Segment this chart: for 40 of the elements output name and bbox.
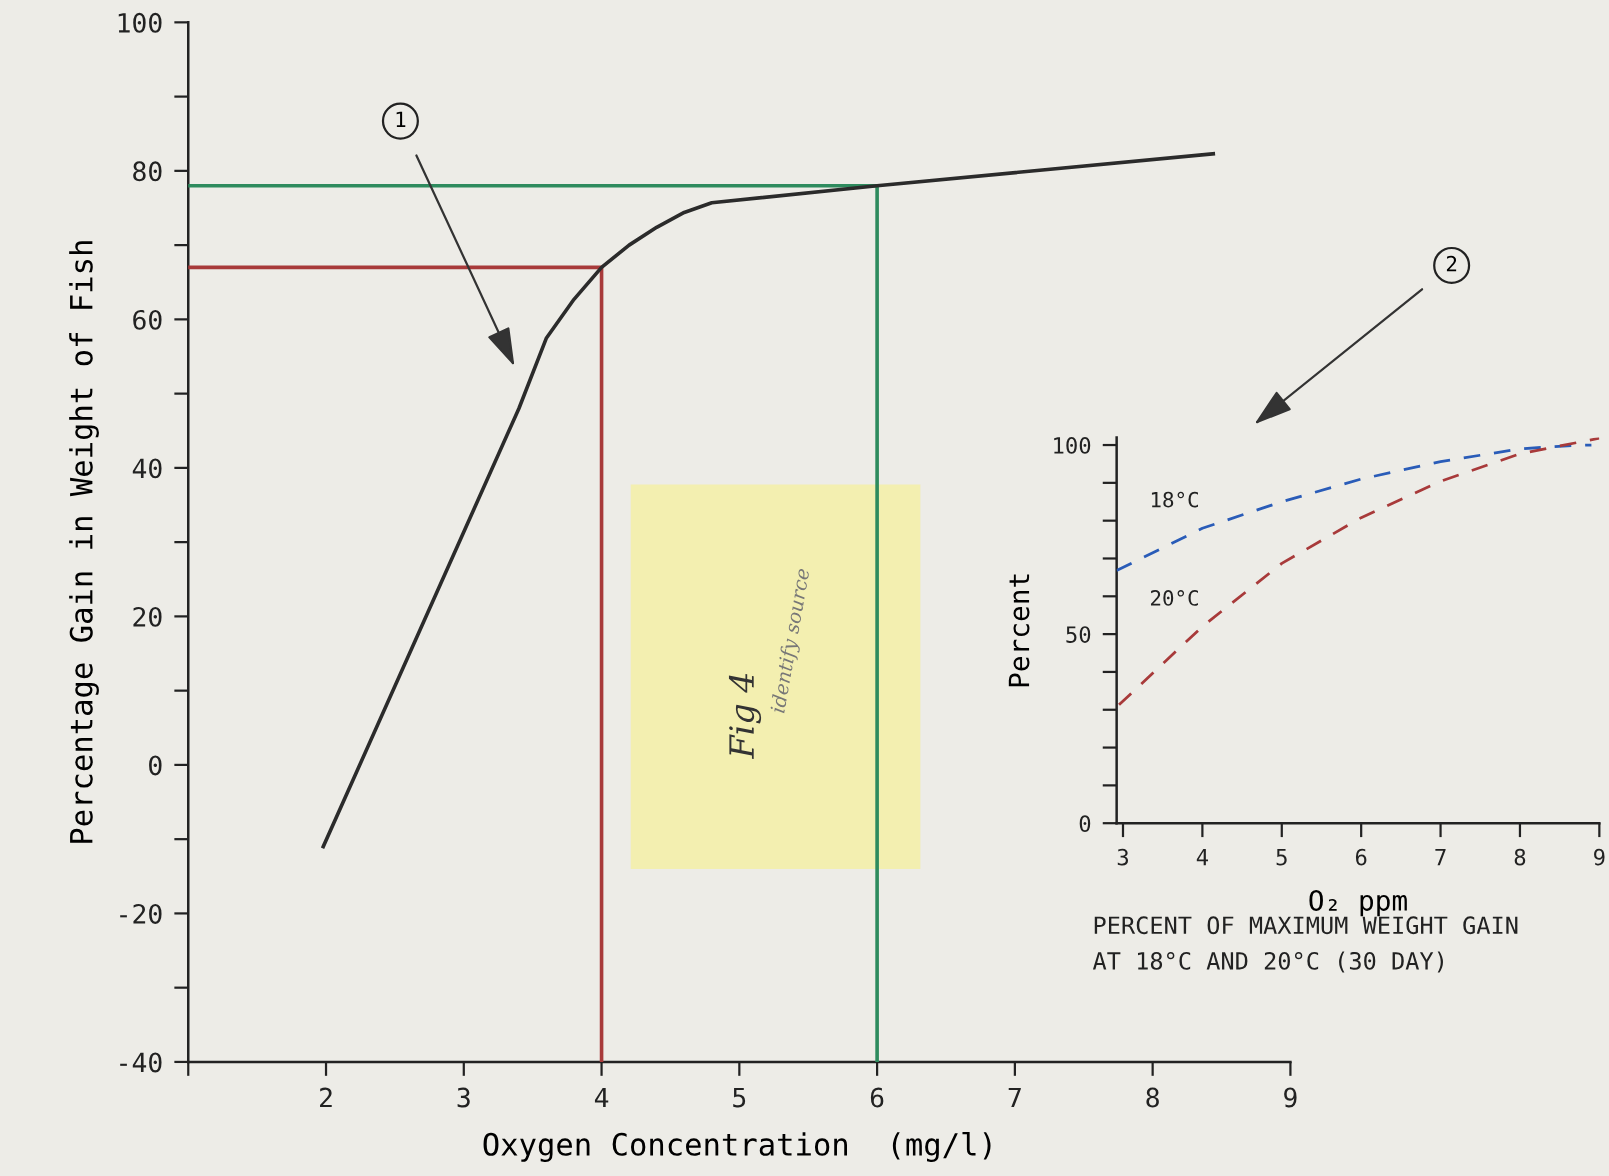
x-tick-label: 5 [733,1087,746,1108]
x-tick-label: 4 [1196,849,1209,866]
x-tick-label: 7 [1008,1087,1021,1108]
x-tick-label: 5 [1276,849,1287,866]
y-tick-label: -40 [120,1052,162,1073]
x-axis-title: O₂ ppm [1309,889,1407,917]
y-tick-label: 100 [1054,437,1091,454]
x-tick-label: 7 [1435,849,1446,866]
y-tick-label: 0 [1079,815,1091,833]
line-series [1117,437,1600,707]
y-axis-title: Percent [1008,574,1030,687]
annotation: 1 [396,111,406,127]
y-tick-label: 60 [133,309,162,330]
annotation: identify source [769,567,814,714]
x-tick-label: 8 [1514,848,1526,866]
annotation: Fig 4 [728,674,762,759]
x-tick-label: 8 [1146,1087,1159,1108]
y-tick-label: -20 [120,903,162,924]
y-tick-label: 80 [133,161,162,182]
x-tick-label: 3 [1117,848,1129,866]
annotation: PERCENT OF MAXIMUM WEIGHT GAIN AT 18°C AND 20°C (30 DAY) [1092,916,1518,973]
y-tick-label: 50 [1066,626,1091,643]
x-tick-label: 6 [1355,848,1367,866]
x-tick-label: 6 [870,1087,884,1108]
y-tick-label: 20 [133,606,162,627]
series-label: 20°C [1150,590,1198,606]
x-tick-label: 9 [1594,848,1605,866]
x-tick-label: 2 [320,1087,332,1108]
y-tick-label: 40 [132,458,162,479]
line-series [321,151,1216,849]
y-tick-label: 100 [118,12,162,33]
y-axis-title: Percentage Gain in Weight of Fish [69,241,99,843]
text: 2 [1446,255,1457,272]
line-series [1116,443,1593,572]
x-tick-label: 4 [594,1087,609,1108]
x-tick-label: 9 [1284,1087,1297,1108]
series-label: 18°C [1151,491,1198,508]
y-tick-label: 0 [149,755,162,776]
x-axis-title: Oxygen Concentration (mg/l) [483,1132,991,1162]
x-tick-label: 3 [457,1087,470,1108]
